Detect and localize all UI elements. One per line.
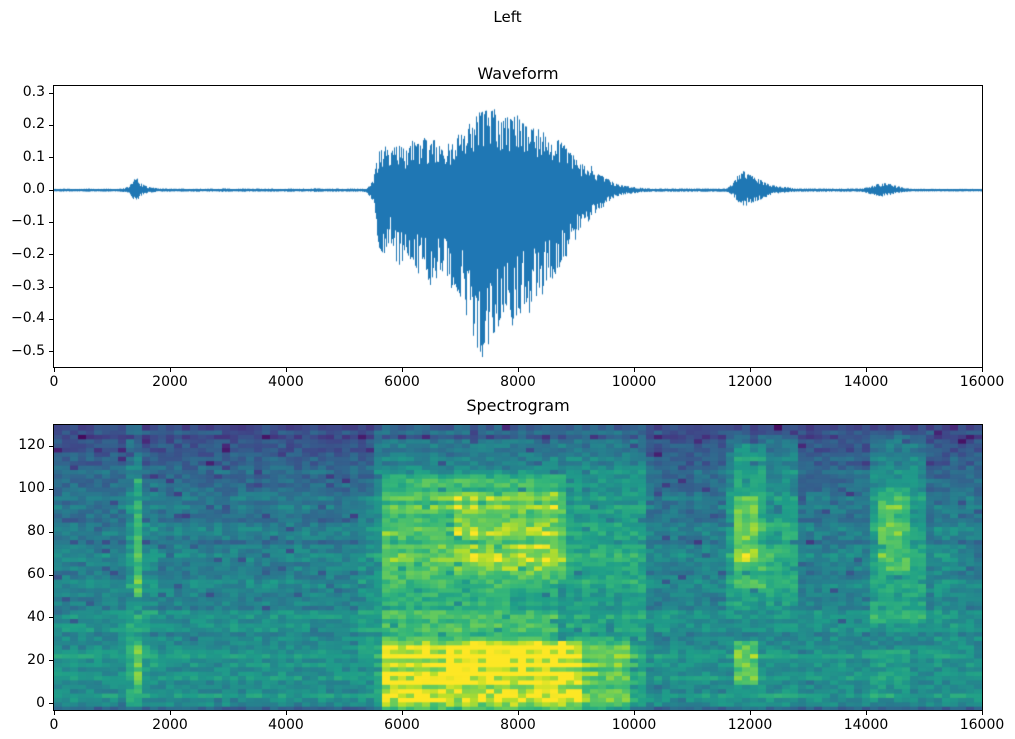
spectrogram-x-tick <box>53 711 55 715</box>
waveform-canvas <box>54 86 982 367</box>
spectrogram-x-tick-label: 14000 <box>843 717 889 733</box>
spectrogram-y-tick <box>49 531 53 533</box>
waveform-x-tick-label: 8000 <box>500 374 536 390</box>
spectrogram-y-tick-label: 60 <box>27 566 45 582</box>
waveform-y-tick <box>49 124 53 126</box>
spectrogram-y-tick <box>49 703 53 705</box>
spectrogram-y-tick <box>49 488 53 490</box>
spectrogram-x-tick <box>633 711 635 715</box>
figure-title: Left <box>493 8 522 26</box>
waveform-y-tick-label: 0.3 <box>22 84 45 101</box>
waveform-x-tick-label: 12000 <box>727 374 773 390</box>
spectrogram-title: Spectrogram <box>466 396 570 415</box>
waveform-x-tick <box>633 368 635 372</box>
spectrogram-x-tick <box>749 711 751 715</box>
waveform-x-tick <box>285 368 287 372</box>
spectrogram-y-tick <box>49 445 53 447</box>
waveform-x-tick <box>169 368 171 372</box>
spectrogram-canvas <box>54 425 982 710</box>
spectrogram-y-tick <box>49 574 53 576</box>
spectrogram-x-tick <box>285 711 287 715</box>
waveform-y-tick <box>49 254 53 256</box>
waveform-title: Waveform <box>477 64 559 83</box>
waveform-x-tick-label: 2000 <box>152 374 188 390</box>
waveform-x-tick-label: 16000 <box>959 374 1005 390</box>
waveform-x-tick <box>53 368 55 372</box>
waveform-y-tick-label: −0.5 <box>11 342 45 359</box>
waveform-y-tick <box>49 189 53 191</box>
spectrogram-x-tick-label: 16000 <box>959 717 1005 733</box>
waveform-y-tick-label: −0.3 <box>11 278 45 295</box>
spectrogram-axes <box>53 424 983 711</box>
spectrogram-y-tick-label: 100 <box>18 480 45 497</box>
waveform-y-tick <box>49 351 53 353</box>
spectrogram-y-tick-label: 40 <box>27 608 45 625</box>
waveform-y-tick-label: −0.2 <box>11 245 45 262</box>
spectrogram-x-tick-label: 2000 <box>152 717 188 733</box>
waveform-y-tick-label: −0.4 <box>11 310 45 327</box>
waveform-x-tick <box>517 368 519 372</box>
spectrogram-x-tick-label: 12000 <box>727 717 773 733</box>
waveform-x-tick-label: 10000 <box>611 374 657 390</box>
spectrogram-x-tick-label: 4000 <box>268 717 304 733</box>
waveform-x-tick-label: 14000 <box>843 374 889 390</box>
spectrogram-y-tick-label: 80 <box>27 523 45 540</box>
waveform-x-tick-label: 6000 <box>384 374 420 390</box>
spectrogram-y-tick-label: 0 <box>36 694 45 711</box>
waveform-x-tick <box>401 368 403 372</box>
spectrogram-x-tick-label: 6000 <box>384 717 420 733</box>
waveform-y-tick-label: 0.0 <box>22 181 45 198</box>
spectrogram-x-tick-label: 8000 <box>500 717 536 733</box>
waveform-axes <box>53 85 983 368</box>
spectrogram-x-tick <box>865 711 867 715</box>
spectrogram-y-tick <box>49 617 53 619</box>
spectrogram-x-tick <box>517 711 519 715</box>
spectrogram-y-tick <box>49 660 53 662</box>
spectrogram-x-tick <box>169 711 171 715</box>
spectrogram-y-tick-label: 120 <box>18 437 45 454</box>
spectrogram-x-tick <box>401 711 403 715</box>
waveform-x-tick <box>749 368 751 372</box>
spectrogram-x-tick <box>981 711 983 715</box>
waveform-y-tick-label: −0.1 <box>11 213 45 230</box>
waveform-y-tick <box>49 286 53 288</box>
waveform-y-tick <box>49 221 53 223</box>
waveform-x-tick <box>981 368 983 372</box>
spectrogram-x-tick-label: 10000 <box>611 717 657 733</box>
spectrogram-x-tick-label: 0 <box>49 717 59 733</box>
waveform-y-tick <box>49 318 53 320</box>
waveform-y-tick <box>49 92 53 94</box>
waveform-y-tick-label: 0.1 <box>22 148 45 165</box>
waveform-y-tick <box>49 157 53 159</box>
waveform-x-tick-label: 4000 <box>268 374 304 390</box>
spectrogram-y-tick-label: 20 <box>27 651 45 668</box>
waveform-x-tick <box>865 368 867 372</box>
waveform-y-tick-label: 0.2 <box>22 116 45 133</box>
waveform-x-tick-label: 0 <box>49 374 59 390</box>
